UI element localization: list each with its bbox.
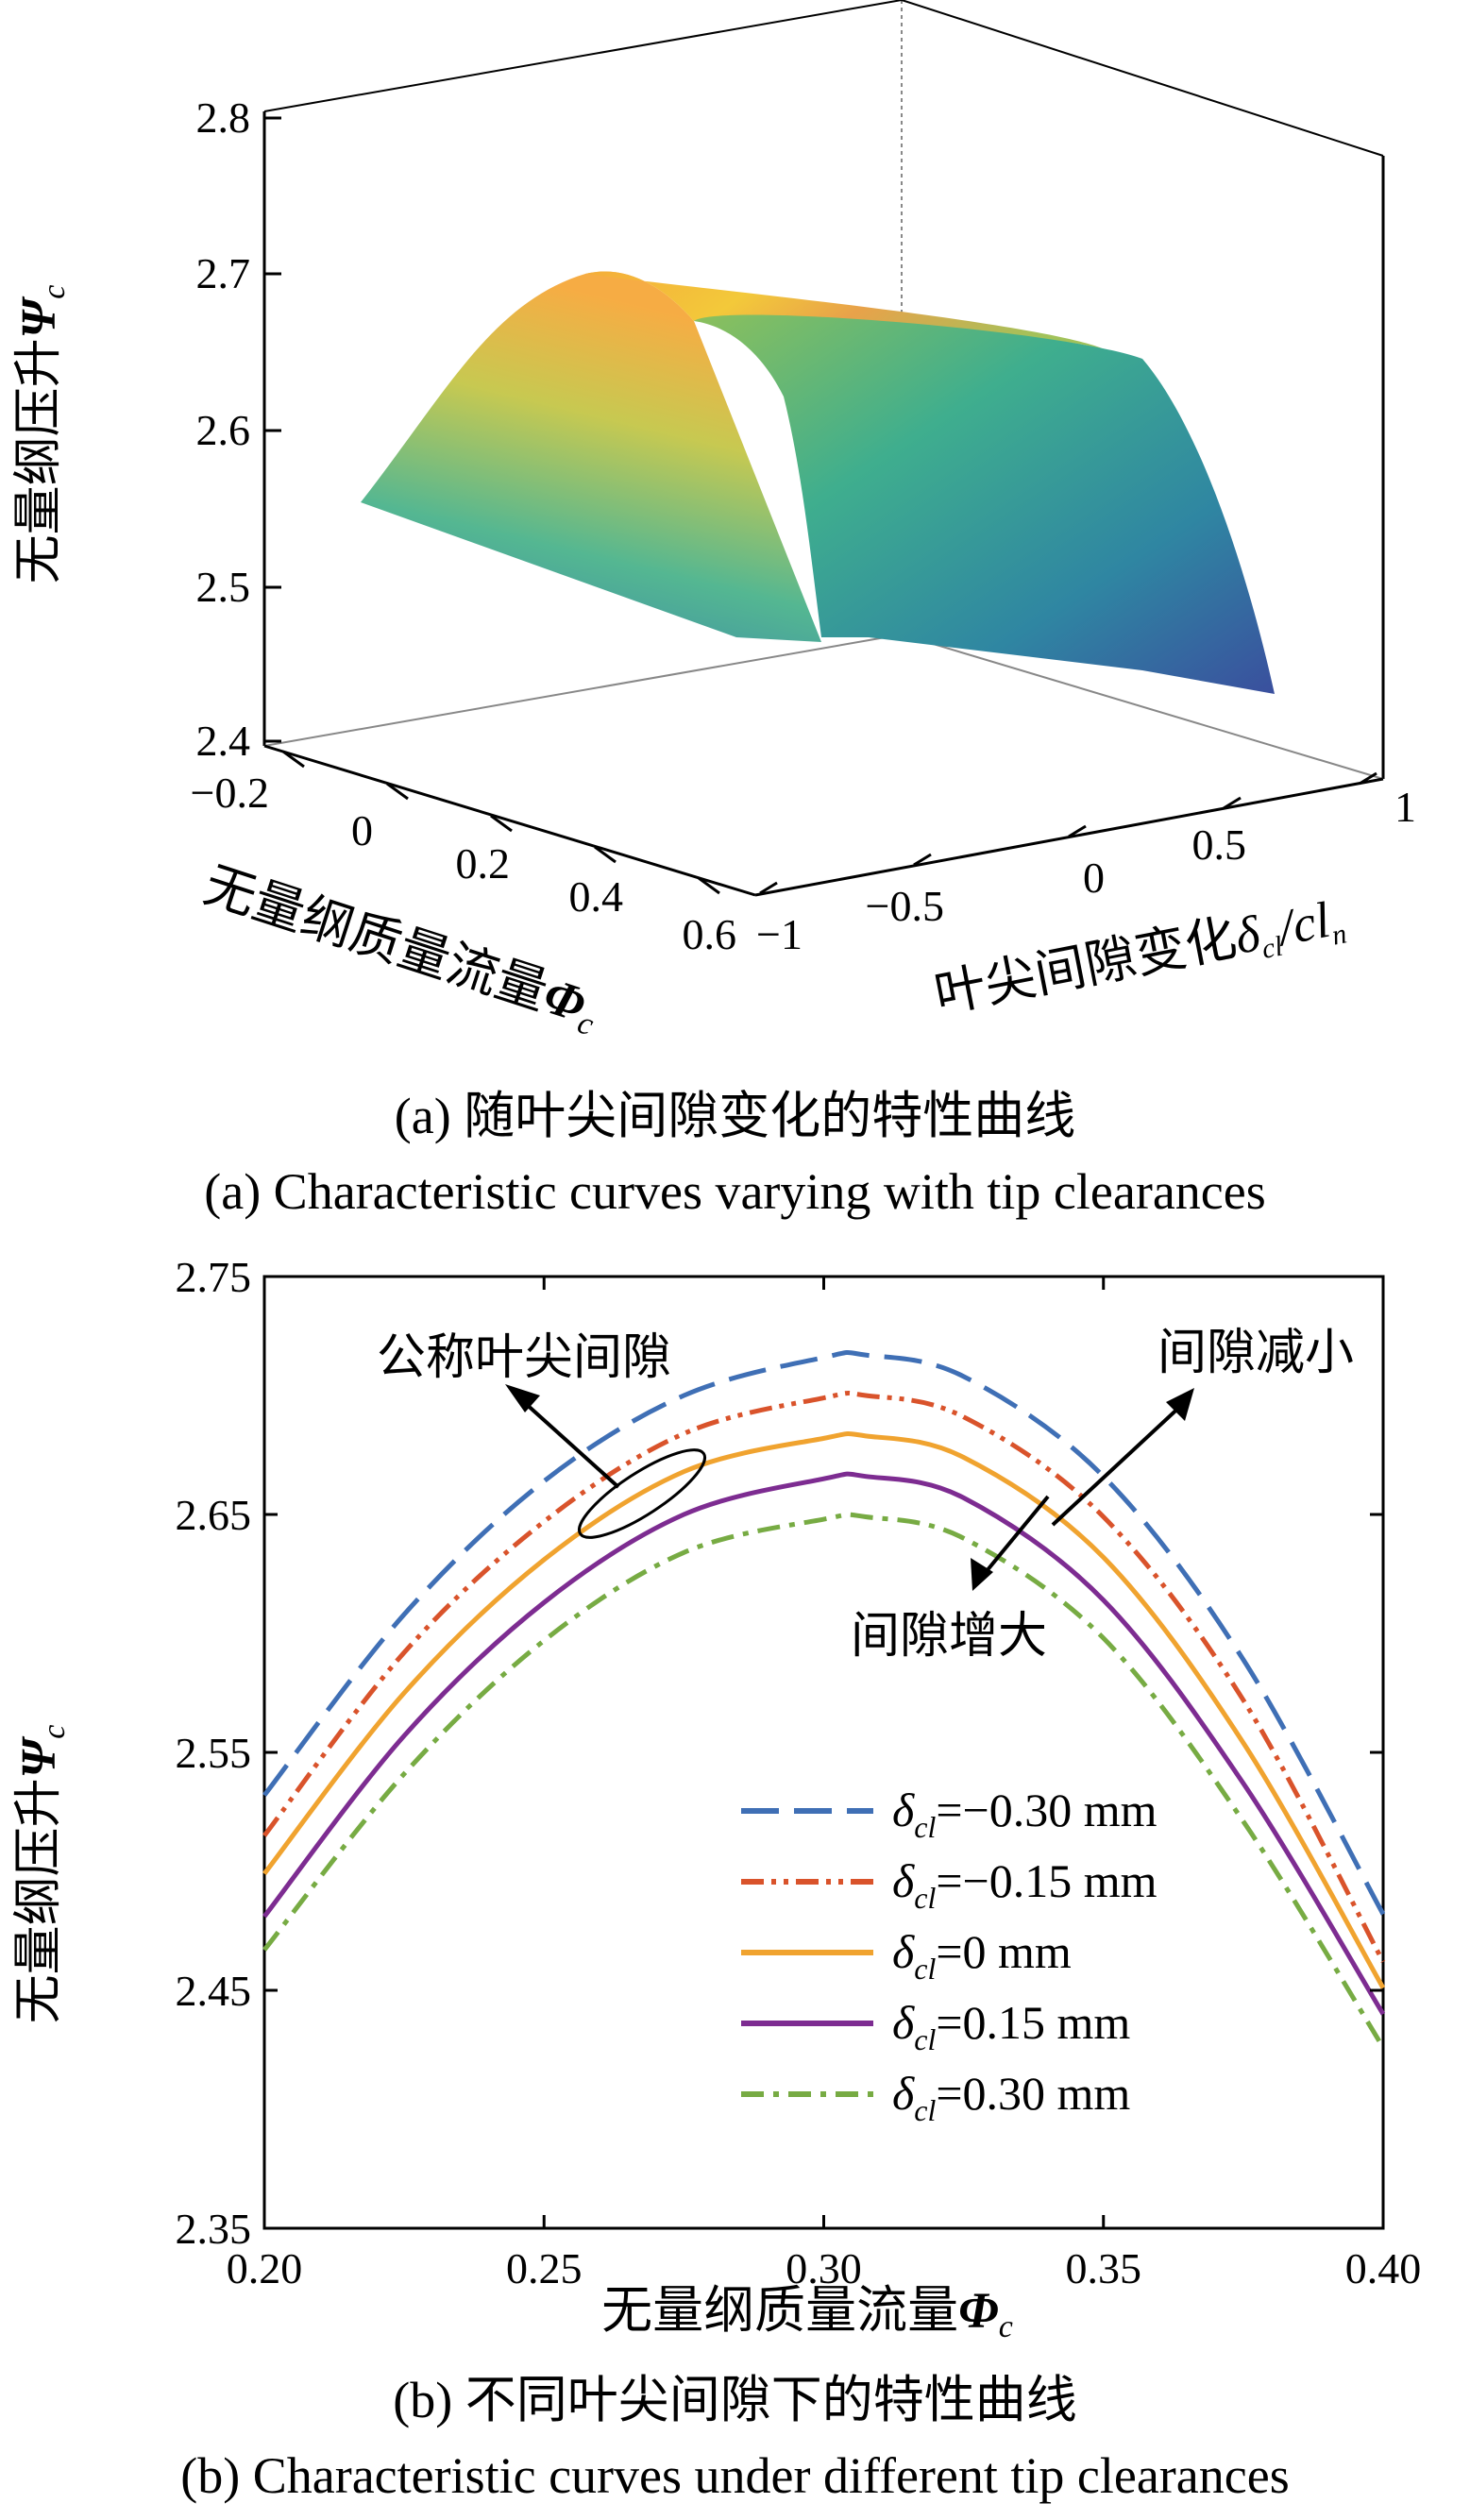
decrease-arrow <box>1051 1400 1187 1527</box>
series-line-0 <box>262 1349 1386 1916</box>
series-line-4 <box>262 1512 1386 2049</box>
y-tick-label: 2.65 <box>176 1491 252 1539</box>
annotations: 公称叶尖间隙 间隙减小 间隙增大 <box>377 1327 1354 1664</box>
caption-a-cn: (a) 随叶尖间隙变化的特性曲线 <box>394 1088 1076 1144</box>
annotation-increase: 间隙增大 <box>851 1610 1047 1664</box>
flow-axis-label: 无量纲质量流量Φc <box>195 856 606 1042</box>
box-line-floor-back-right <box>901 634 1384 780</box>
y-tick-label: 2.75 <box>176 1253 252 1301</box>
flow-tick-label: 0.2 <box>456 839 511 888</box>
clearance-tick-label: 0.5 <box>1192 820 1247 869</box>
y-tick-label: 2.35 <box>176 2205 252 2253</box>
increase-arrow-head <box>971 1558 993 1591</box>
clearance-tick-label: 1 <box>1394 783 1416 831</box>
clearance-axis: −1 −0.5 0 0.5 1 <box>756 771 1416 958</box>
series-line-3 <box>262 1471 1386 2016</box>
y-axis: 2.35 2.45 2.55 2.65 2.75 <box>176 1253 1383 2253</box>
flow-tick-label: 0.4 <box>569 872 624 921</box>
x-axis-label: 无量纲质量流量Φc <box>601 2282 1013 2344</box>
caption-a-en: (a) Characteristic curves varying with t… <box>204 1163 1266 1220</box>
flow-tick-label: 0.6 <box>683 910 737 958</box>
annotation-nominal: 公称叶尖间隙 <box>377 1331 671 1385</box>
legend-label-2: δcl=0 mm <box>892 1925 1072 1986</box>
x-axis: 0.20 0.25 0.30 0.35 0.40 <box>227 1277 1422 2292</box>
x-tick-label: 0.40 <box>1345 2244 1422 2292</box>
flow-tick-label: 0 <box>351 806 373 854</box>
nominal-ellipse <box>577 1448 707 1539</box>
line-chart: 2.35 2.45 2.55 2.65 2.75 0.20 0.25 0.30 0.35 0.4… <box>12 1253 1422 2344</box>
z-tick-label: 2.7 <box>196 249 251 297</box>
decrease-arrow-head <box>1166 1388 1194 1421</box>
z-axis: 2.8 2.7 2.6 2.5 2.4 <box>196 93 281 765</box>
box-line-floor-back-left <box>263 634 903 747</box>
x-tick-label: 0.35 <box>1066 2244 1142 2292</box>
z-tick-label: 2.4 <box>196 717 251 765</box>
series-line-1 <box>262 1390 1386 1963</box>
legend-label-1: δcl=−0.15 mm <box>892 1854 1157 1915</box>
y-tick-label: 2.55 <box>176 1729 252 1777</box>
legend: δcl=−0.30 mm δcl=−0.15 mm δcl=0 mm δcl=0.15… <box>741 1784 1157 2127</box>
nominal-arrow <box>522 1400 620 1489</box>
clearance-tick-label: −0.5 <box>866 882 944 930</box>
nominal-arrow-head <box>505 1384 540 1412</box>
plot-frame <box>262 1275 1385 2230</box>
z-tick-label: 2.8 <box>196 93 251 142</box>
clearance-axis-label: 叶尖间隙变化δcl/cln <box>930 888 1349 1028</box>
caption-b-en: (b) Characteristic curves under differen… <box>180 2447 1290 2504</box>
y-tick-label: 2.45 <box>176 1967 252 2015</box>
z-axis-label: 无量纲压升Ψc <box>12 285 72 584</box>
caption-b-cn: (b) 不同叶尖间隙下的特性曲线 <box>393 2372 1077 2428</box>
x-tick-label: 0.25 <box>506 2244 583 2292</box>
flow-tick-label: −0.2 <box>191 769 269 817</box>
box-line-top-left <box>263 0 903 112</box>
surface-left-face <box>361 271 821 642</box>
flow-axis-line <box>263 744 756 897</box>
y-axis-label: 无量纲压升Ψc <box>12 1725 72 2024</box>
legend-label-4: δcl=0.30 mm <box>892 2067 1130 2127</box>
x-tick-label: 0.30 <box>786 2244 862 2292</box>
series-line-2 <box>262 1430 1386 1989</box>
box-line-top-right <box>901 0 1384 157</box>
surface-right-face <box>694 314 1275 694</box>
surface-chart: 2.8 2.7 2.6 2.5 2.4 −0.2 0 0.2 0.4 0.6 −… <box>12 0 1416 1042</box>
increase-arrow <box>980 1495 1050 1579</box>
annotation-decrease: 间隙减小 <box>1157 1327 1354 1380</box>
legend-label-3: δcl=0.15 mm <box>892 1996 1130 2056</box>
plot-area <box>262 1275 1386 2230</box>
flow-axis: −0.2 0 0.2 0.4 0.6 <box>191 750 737 958</box>
x-tick-label: 0.20 <box>227 2244 303 2292</box>
clearance-tick-label: −1 <box>756 910 803 958</box>
legend-label-0: δcl=−0.30 mm <box>892 1784 1157 1844</box>
z-tick-label: 2.5 <box>196 563 251 611</box>
clearance-tick-label: 0 <box>1083 854 1105 902</box>
z-tick-label: 2.6 <box>196 406 251 454</box>
